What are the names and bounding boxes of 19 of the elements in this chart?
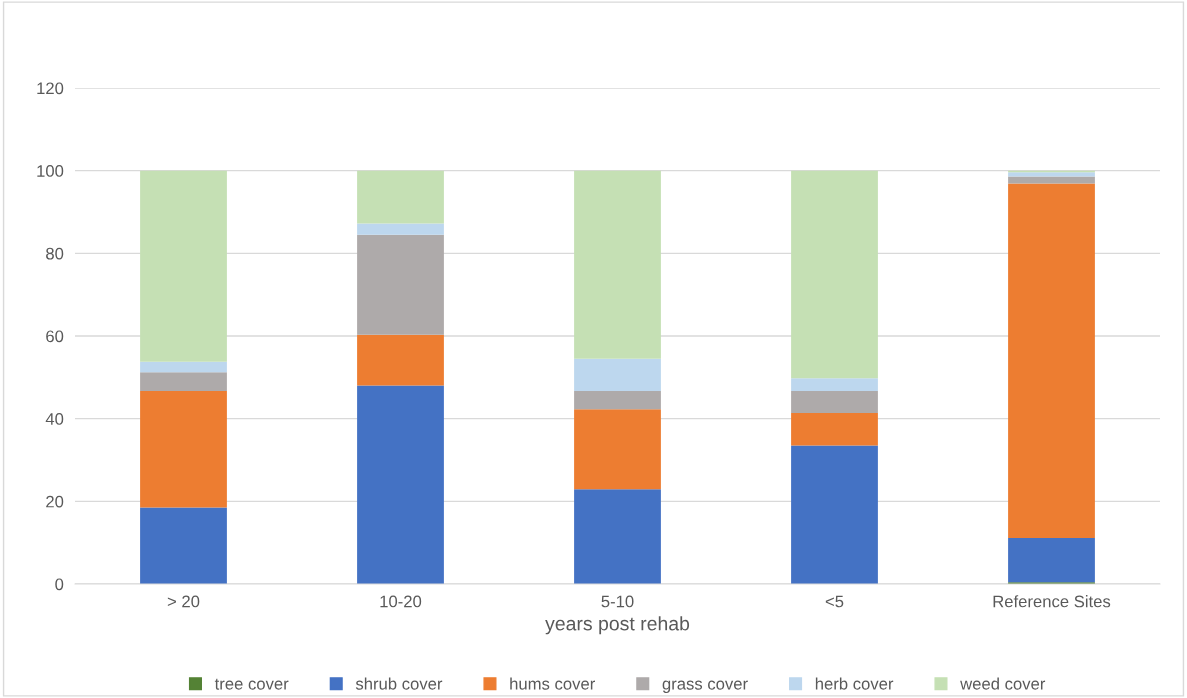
y-tick-label: 0 — [55, 578, 64, 591]
legend-label: grass cover — [662, 680, 748, 693]
x-tick-label: <5 — [825, 595, 844, 608]
x-tick-label: 5-10 — [601, 595, 634, 608]
y-tick-label: 80 — [46, 247, 64, 260]
legend-label: weed cover — [960, 677, 1046, 690]
x-tick-label: Reference Sites — [993, 595, 1111, 608]
y-tick-label: 100 — [37, 165, 64, 177]
legend-label: herb cover — [815, 677, 894, 690]
legend-label: tree cover — [214, 678, 289, 690]
y-tick-label: 40 — [45, 413, 64, 425]
x-tick-label: 10-20 — [380, 595, 422, 608]
x-tick-label: > 20 — [167, 595, 200, 608]
x-axis-title: years post rehab — [545, 616, 690, 635]
y-tick-label: 20 — [46, 495, 64, 508]
y-tick-label: 60 — [46, 330, 64, 343]
y-tick-label: 120 — [37, 82, 64, 95]
legend-label: hums cover — [510, 677, 595, 690]
legend-label: shrub cover — [355, 677, 443, 690]
